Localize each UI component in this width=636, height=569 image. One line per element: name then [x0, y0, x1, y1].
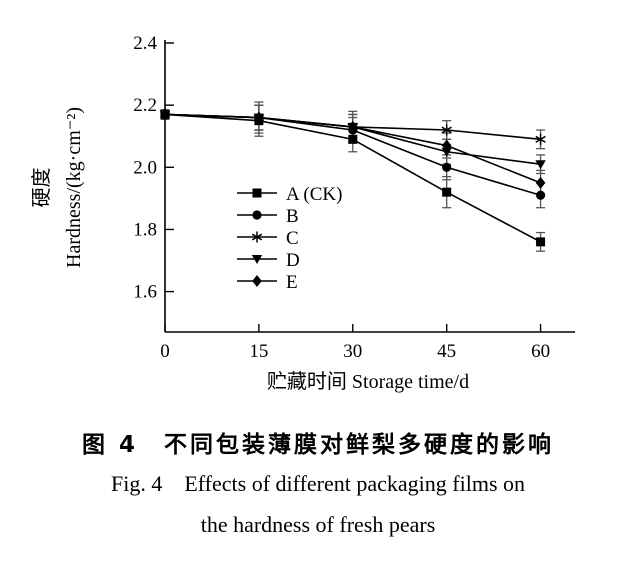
legend-label-e: E	[286, 272, 298, 293]
legend-marker-d	[251, 255, 263, 264]
y-tick-label: 1.8	[133, 219, 157, 240]
data-point-d-60	[535, 160, 546, 170]
figure-caption: 图 4 不同包装薄膜对鲜梨多硬度的影响 Fig. 4 Effects of di…	[0, 427, 636, 545]
data-point-a-ck-60	[536, 237, 546, 247]
data-point-d-45	[441, 147, 452, 157]
legend-marker-b	[252, 210, 262, 220]
x-tick-label: 60	[531, 341, 550, 362]
y-tick-label: 2.4	[133, 33, 157, 54]
data-point-a-ck-45	[442, 187, 452, 197]
legend-label-d: D	[286, 250, 300, 271]
x-tick-label: 30	[343, 341, 362, 362]
y-axis-label-zh: 硬度	[30, 168, 53, 208]
y-tick-label: 2.2	[133, 95, 157, 116]
data-point-e-30	[347, 120, 358, 133]
legend-marker-c	[251, 231, 263, 243]
legend-label-c: C	[286, 228, 299, 249]
caption-en-line2: the hardness of fresh pears	[200, 512, 436, 537]
legend-marker-a-ck	[252, 188, 262, 198]
y-tick-label: 1.6	[133, 282, 157, 303]
x-tick-label: 0	[160, 341, 170, 362]
x-tick-label: 45	[437, 341, 456, 362]
data-point-b-60	[535, 190, 546, 200]
x-axis-label: 贮藏时间 Storage time/d	[267, 370, 469, 393]
x-tick-label: 15	[249, 341, 268, 362]
data-point-b-45	[442, 162, 452, 172]
data-point-c-45	[441, 124, 452, 136]
legend-label-b: B	[286, 206, 299, 227]
y-tick-label: 2.0	[133, 157, 157, 178]
data-point-e-45	[441, 139, 452, 152]
data-point-e-60	[535, 176, 546, 189]
data-point-a-ck-30	[348, 134, 358, 144]
caption-en-line1: Fig. 4 Effects of different packaging fi…	[110, 471, 526, 496]
legend-label-a-ck: A (CK)	[286, 184, 342, 205]
data-point-c-60	[535, 133, 546, 145]
data-point-e-15	[254, 111, 264, 124]
caption-zh: 图 4 不同包装薄膜对鲜梨多硬度的影响	[81, 432, 554, 458]
hardness-line-chart: 1.6 1.8 2.0 2.2 2.4 0 15 30 45 60 贮藏时间 Storage tim…	[30, 33, 575, 393]
y-axis-label-en: Hardness/(kg·cm⁻²)	[63, 107, 85, 268]
legend-marker-e	[252, 275, 262, 287]
